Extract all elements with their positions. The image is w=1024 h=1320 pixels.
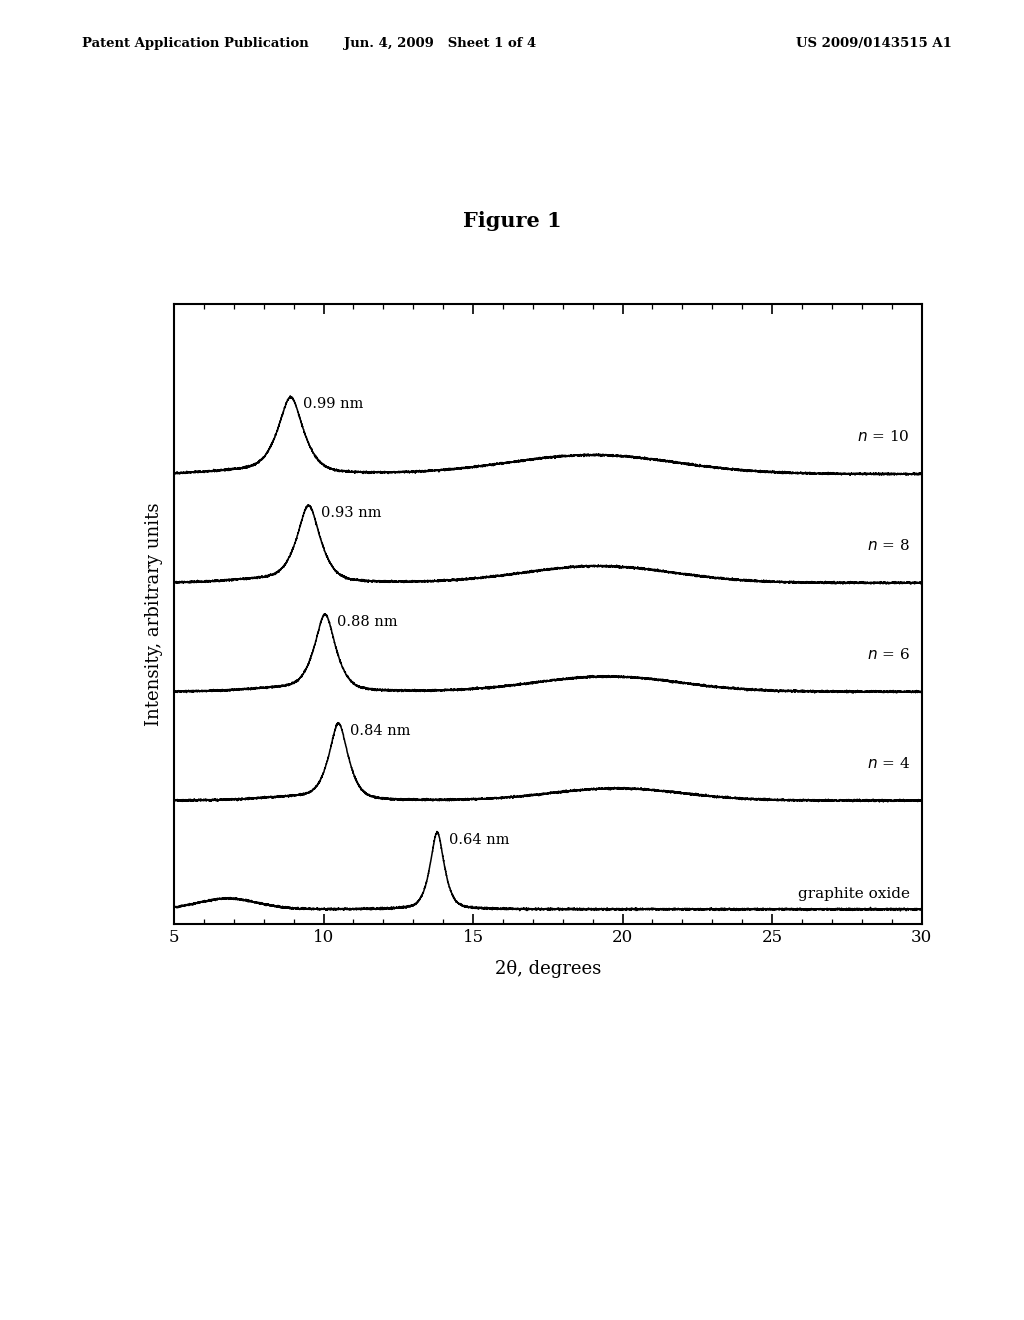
Y-axis label: Intensity, arbitrary units: Intensity, arbitrary units [145, 502, 163, 726]
Text: Jun. 4, 2009   Sheet 1 of 4: Jun. 4, 2009 Sheet 1 of 4 [344, 37, 537, 50]
Text: Patent Application Publication: Patent Application Publication [82, 37, 308, 50]
Text: Figure 1: Figure 1 [463, 211, 561, 231]
Text: $n$ = 4: $n$ = 4 [866, 756, 909, 771]
Text: US 2009/0143515 A1: US 2009/0143515 A1 [797, 37, 952, 50]
Text: $n$ = 6: $n$ = 6 [866, 647, 909, 663]
X-axis label: 2θ, degrees: 2θ, degrees [495, 960, 601, 978]
Text: graphite oxide: graphite oxide [798, 887, 909, 902]
Text: 0.84 nm: 0.84 nm [350, 723, 411, 738]
Text: 0.99 nm: 0.99 nm [303, 397, 364, 412]
Text: $n$ = 8: $n$ = 8 [867, 539, 909, 553]
Text: 0.93 nm: 0.93 nm [321, 506, 381, 520]
Text: 0.64 nm: 0.64 nm [450, 833, 510, 846]
Text: 0.88 nm: 0.88 nm [337, 615, 397, 628]
Text: $n$ = 10: $n$ = 10 [857, 429, 909, 445]
